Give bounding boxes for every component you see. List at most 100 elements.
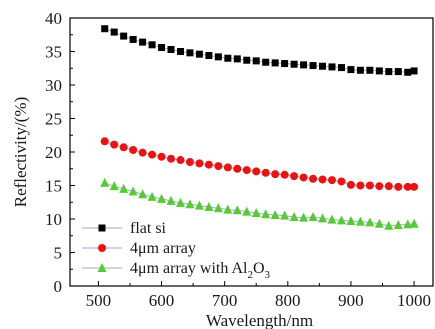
data-point [157,193,167,203]
data-point [194,200,204,210]
data-point [186,49,194,57]
data-point [299,173,308,182]
legend-label: 4μm array [130,240,196,257]
data-point [147,191,157,201]
data-point [148,41,156,49]
data-point [251,207,261,217]
data-point [384,182,393,191]
axes: 0 5 10 15 20 25 30 35 40 500 600 700 800 900 1000 Wavel… [11,9,434,329]
data-point [195,50,203,58]
x-tick-label: 500 [86,291,112,310]
series-line [104,28,415,73]
data-point [109,181,119,191]
data-point [223,163,232,172]
data-point [393,220,403,230]
data-point [356,181,365,190]
data-point [185,199,195,209]
data-point [167,154,176,163]
y-tick-label: 5 [54,244,63,263]
data-point [336,215,346,225]
data-point [158,43,166,51]
data-point [252,57,260,65]
data-point [346,216,356,226]
data-point [355,216,365,226]
data-point [374,218,384,228]
series-3 [100,177,419,230]
data-point [204,201,214,211]
data-point [366,66,374,74]
data-point [337,64,345,72]
data-point [214,53,222,61]
data-point [139,38,147,46]
data-point [309,62,317,70]
data-point [403,219,413,229]
data-point [101,25,109,33]
data-point [410,182,419,191]
data-point [129,145,138,154]
data-point [100,177,110,187]
data-point [176,156,185,165]
data-point [404,68,412,76]
data-point [318,175,327,184]
data-point [271,170,280,179]
data-point [365,181,374,190]
plot-frame [69,17,434,287]
y-tick-label: 10 [45,210,62,229]
data-point [176,48,184,55]
y-tick-label: 0 [54,277,63,296]
data-point [394,182,403,191]
x-tick-label: 800 [275,291,301,310]
data-point [327,176,336,185]
data-point [384,220,394,230]
data-point [403,182,412,191]
triangle-marker-icon [97,263,107,272]
data-point [242,166,251,175]
data-point [205,52,213,60]
y-axis-title: Reflectivity/(%) [11,97,30,207]
data-point [128,186,138,196]
data-point [337,177,346,186]
data-point [100,137,109,146]
data-point [243,56,251,64]
data-point [204,160,213,169]
data-point [319,62,327,70]
data-point [262,58,270,66]
data-point [129,35,137,43]
data-point [280,170,289,179]
data-point [261,209,271,219]
series-line [104,182,415,227]
y-tick-label: 20 [45,143,62,162]
data-point [157,152,166,161]
legend-label: 4μm array with Al2O3 [130,260,271,281]
data-point [385,68,393,76]
data-point [242,206,252,216]
y-tick-label: 25 [45,110,62,129]
data-point [110,28,118,36]
data-point [410,67,418,75]
data-point [166,195,176,205]
data-point [252,167,261,176]
y-tick-label: 35 [45,43,62,62]
data-point [347,66,355,74]
data-point [299,212,309,222]
data-point [365,217,375,227]
data-point [195,159,204,168]
data-point [375,182,384,191]
y-tick-label: 30 [45,76,62,95]
data-point [233,55,241,63]
data-point [138,148,147,157]
data-point [375,67,383,75]
data-point [328,63,336,71]
y-tick-label: 15 [45,177,62,196]
data-point [290,60,298,68]
x-axis-title: Wavelength/nm [206,311,313,329]
series-layer [100,25,419,230]
x-tick-label: 1000 [397,291,431,310]
square-marker-icon [98,224,106,232]
data-point [120,32,128,40]
x-tick-label: 700 [212,291,238,310]
legend-item-2: 4μm array [82,240,196,257]
data-point [409,218,419,228]
data-point [138,189,148,199]
data-point [148,150,157,159]
